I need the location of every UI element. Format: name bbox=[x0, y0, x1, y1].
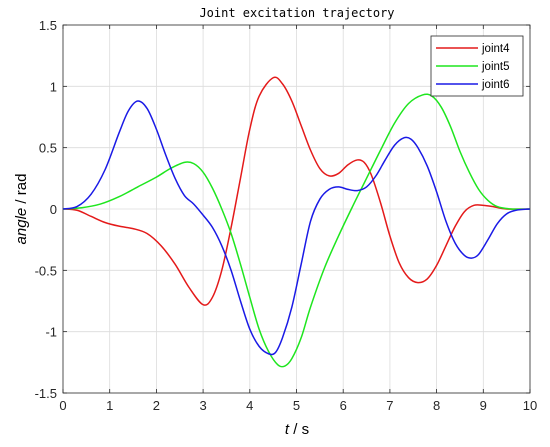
y-tick-label: 1.5 bbox=[39, 18, 57, 33]
series-lines bbox=[62, 76, 531, 368]
x-tick-label: 8 bbox=[433, 398, 440, 413]
x-tick-label: 3 bbox=[199, 398, 206, 413]
x-tick-label: 6 bbox=[340, 398, 347, 413]
y-tick-label: 0 bbox=[50, 202, 57, 217]
x-tick-label: 4 bbox=[246, 398, 253, 413]
x-tick-label: 1 bbox=[106, 398, 113, 413]
series-line-joint4 bbox=[62, 76, 531, 306]
legend: joint4 joint5 joint6 bbox=[430, 35, 524, 97]
x-tick-label: 5 bbox=[293, 398, 300, 413]
x-tick-label: 0 bbox=[59, 398, 66, 413]
x-tick-labels: 0 1 2 3 4 5 6 7 8 9 10 bbox=[59, 398, 537, 413]
y-tick-label: 0.5 bbox=[39, 141, 57, 156]
legend-label-joint6: joint6 bbox=[481, 79, 510, 91]
x-axis-label-unit: / s bbox=[289, 421, 309, 438]
y-axis-label: angle / rad bbox=[13, 174, 30, 245]
y-axis-label-symbol: angle bbox=[13, 208, 30, 245]
x-tick-label: 10 bbox=[523, 398, 537, 413]
y-tick-labels: -1.5 -1 -0.5 0 0.5 1 1.5 bbox=[35, 18, 57, 401]
x-tick-label: 9 bbox=[480, 398, 487, 413]
legend-label-joint5: joint5 bbox=[481, 61, 510, 73]
series-line-joint6 bbox=[62, 100, 531, 356]
series-line-joint5 bbox=[62, 93, 531, 368]
x-axis-label: t / s bbox=[285, 421, 309, 438]
y-tick-label: 1 bbox=[50, 79, 57, 94]
y-tick-label: -1.5 bbox=[35, 386, 57, 401]
y-tick-label: -1 bbox=[45, 325, 57, 340]
y-tick-label: -0.5 bbox=[35, 263, 57, 278]
x-tick-label: 7 bbox=[386, 398, 393, 413]
legend-label-joint4: joint4 bbox=[481, 43, 510, 55]
y-axis-label-unit: / rad bbox=[13, 174, 30, 208]
chart-title: Joint excitation trajectory bbox=[199, 6, 394, 20]
x-axis-label-symbol: t bbox=[285, 421, 290, 438]
x-tick-label: 2 bbox=[153, 398, 160, 413]
